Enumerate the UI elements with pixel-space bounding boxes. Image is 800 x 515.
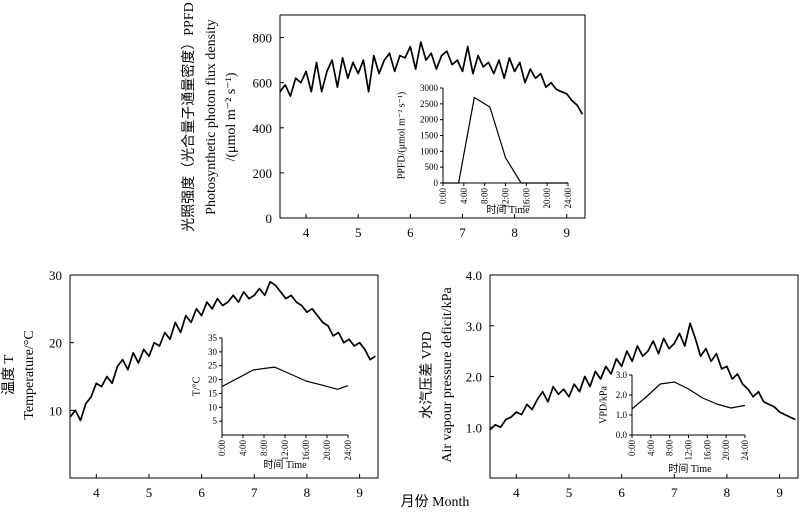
inset-y-tick-label: 0 <box>434 178 439 188</box>
y-tick-label: 0 <box>266 211 273 226</box>
inset-y-tick-label: 1500 <box>420 131 439 141</box>
x-tick-label: 7 <box>671 485 678 500</box>
y-tick-label: 30 <box>49 268 62 283</box>
x-tick-label: 7 <box>459 225 466 240</box>
inset-y-tick-label: 25 <box>208 361 218 371</box>
x-tick-label: 6 <box>407 225 414 240</box>
x-tick-label: 4 <box>93 485 100 500</box>
inset-y-tick-label: 3000 <box>420 83 439 93</box>
series-line <box>489 322 796 431</box>
inset-y-tick-label: 3.0 <box>616 370 628 380</box>
inset-x-tick-label: 20:00 <box>721 440 731 461</box>
ppfd-panel: 4 5 6 7 8 9 0 200 400 600 800 光照强度（光合量子通量密度）PPFD Pho… <box>180 2 586 240</box>
inset-x-tick-label: 4:00 <box>238 440 248 457</box>
inset-y-axis-label: T/°C <box>191 376 202 396</box>
x-tick-label: 4 <box>513 485 520 500</box>
series-line <box>279 41 584 115</box>
inset-x-tick-label: 24:00 <box>343 440 353 461</box>
inset-x-tick-label: 24:00 <box>563 188 573 209</box>
inset-y-tick-label: 5 <box>213 416 218 426</box>
inset-series-line <box>221 366 349 390</box>
x-tick-label: 6 <box>618 485 625 500</box>
inset-x-axis-label: 时间 Time <box>668 462 712 475</box>
x-tick-label: 9 <box>356 485 363 500</box>
inset-y-tick-label: 2500 <box>420 99 439 109</box>
inset-x-axis-label: 时间 Time <box>263 458 307 471</box>
y-axis-label: 水汽压差 VPD <box>419 331 435 419</box>
inset-y-tick-label: 10 <box>208 402 218 412</box>
inset-x-tick-label: 0:00 <box>217 440 227 457</box>
y-tick-label: 600 <box>253 76 273 91</box>
inset-chart: 0:00 4:00 8:00 12:00 16:00 20:00 24:00 5 10 15 20 2… <box>191 333 353 471</box>
inset-y-tick-label: 20 <box>208 375 218 385</box>
y-tick-label: 10 <box>49 403 62 418</box>
inset-chart: 0:00 4:00 8:00 12:00 16:00 20:00 24:00 0 500 1000… <box>396 83 573 216</box>
y-axis-label: Photosynthetic photon flux density <box>204 19 219 215</box>
y-tick-label: 400 <box>253 121 273 136</box>
inset-y-tick-label: 500 <box>425 162 439 172</box>
x-tick-label: 9 <box>564 225 571 240</box>
inset-x-tick-label: 16:00 <box>301 440 311 461</box>
inset-y-tick-label: 1000 <box>420 146 439 156</box>
inset-series-line <box>631 381 746 410</box>
y-axis-label: 温度 T <box>1 355 17 395</box>
inset-x-tick-label: 8:00 <box>259 440 269 457</box>
inset-y-tick-label: 2000 <box>420 115 439 125</box>
inset-x-tick-label: 16:00 <box>702 440 712 461</box>
x-tick-label: 4 <box>303 225 310 240</box>
x-tick-label: 8 <box>304 485 311 500</box>
inset-x-tick-label: 4:00 <box>646 440 656 457</box>
temperature-panel: 4 5 6 7 8 9 10 20 30 温度 T Temperature/°C 0:00 4:00 8:… <box>1 268 379 500</box>
inset-x-tick-label: 20:00 <box>542 188 552 209</box>
inset-x-tick-label: 0:00 <box>438 188 448 205</box>
plot-frame <box>279 14 586 219</box>
y-axis-label: Air vapour pressure deficit/kPa <box>440 287 455 463</box>
inset-x-tick-label: 12:00 <box>501 188 511 209</box>
y-axis-label: Temperature/°C <box>22 330 37 419</box>
x-tick-label: 8 <box>511 225 518 240</box>
inset-y-tick-label: 30 <box>208 347 218 357</box>
inset-x-tick-label: 8:00 <box>480 188 490 205</box>
inset-x-tick-label: 16:00 <box>521 188 531 209</box>
inset-y-axis-label: VPD/kPa <box>598 386 609 424</box>
inset-y-tick-label: 0.0 <box>616 430 628 440</box>
inset-x-tick-label: 12:00 <box>280 440 290 461</box>
x-tick-label: 7 <box>251 485 258 500</box>
y-tick-label: 4.0 <box>466 268 482 283</box>
plot-frame <box>489 274 799 479</box>
y-tick-label: 200 <box>253 166 273 181</box>
inset-x-tick-label: 8:00 <box>665 440 675 457</box>
x-tick-label: 5 <box>355 225 362 240</box>
month-axis-label: 月份 Month <box>401 494 470 510</box>
y-axis-label: 光照强度（光合量子通量密度）PPFD <box>180 2 197 231</box>
inset-series-line <box>443 96 568 184</box>
inset-x-tick-label: 24:00 <box>740 440 750 461</box>
y-axis-label: /(μmol m⁻² s⁻¹) <box>224 72 239 161</box>
inset-x-axis-label: 时间 Time <box>486 203 530 216</box>
inset-x-tick-label: 20:00 <box>322 440 332 461</box>
inset-x-tick-label: 0:00 <box>627 440 637 457</box>
y-tick-label: 800 <box>253 31 273 46</box>
x-tick-label: 8 <box>724 485 731 500</box>
series-line <box>69 280 376 422</box>
vpd-panel: 4 5 6 7 8 9 1.0 2.0 3.0 4.0 水汽压差 VPD Air vapour pre… <box>419 268 799 500</box>
inset-y-tick-label: 35 <box>208 333 218 343</box>
y-tick-label: 3.0 <box>466 319 482 334</box>
y-tick-label: 2.0 <box>466 370 482 385</box>
inset-y-axis-label: PPFD/(μmol m⁻² s⁻¹) <box>396 92 407 180</box>
y-tick-label: 1.0 <box>466 420 482 435</box>
inset-y-tick-label: 1.0 <box>616 410 628 420</box>
x-tick-label: 6 <box>198 485 205 500</box>
inset-x-tick-label: 4:00 <box>459 188 469 205</box>
inset-axes <box>631 375 745 436</box>
inset-y-tick-label: 2.0 <box>616 390 628 400</box>
inset-x-tick-label: 12:00 <box>684 440 694 461</box>
x-tick-label: 9 <box>776 485 783 500</box>
inset-chart: 0:00 4:00 8:00 12:00 16:00 20:00 24:00 0.0 1.0 2.… <box>598 370 750 475</box>
x-tick-label: 5 <box>146 485 153 500</box>
x-tick-label: 5 <box>566 485 573 500</box>
y-tick-label: 20 <box>49 336 62 351</box>
inset-y-tick-label: 15 <box>208 388 218 398</box>
